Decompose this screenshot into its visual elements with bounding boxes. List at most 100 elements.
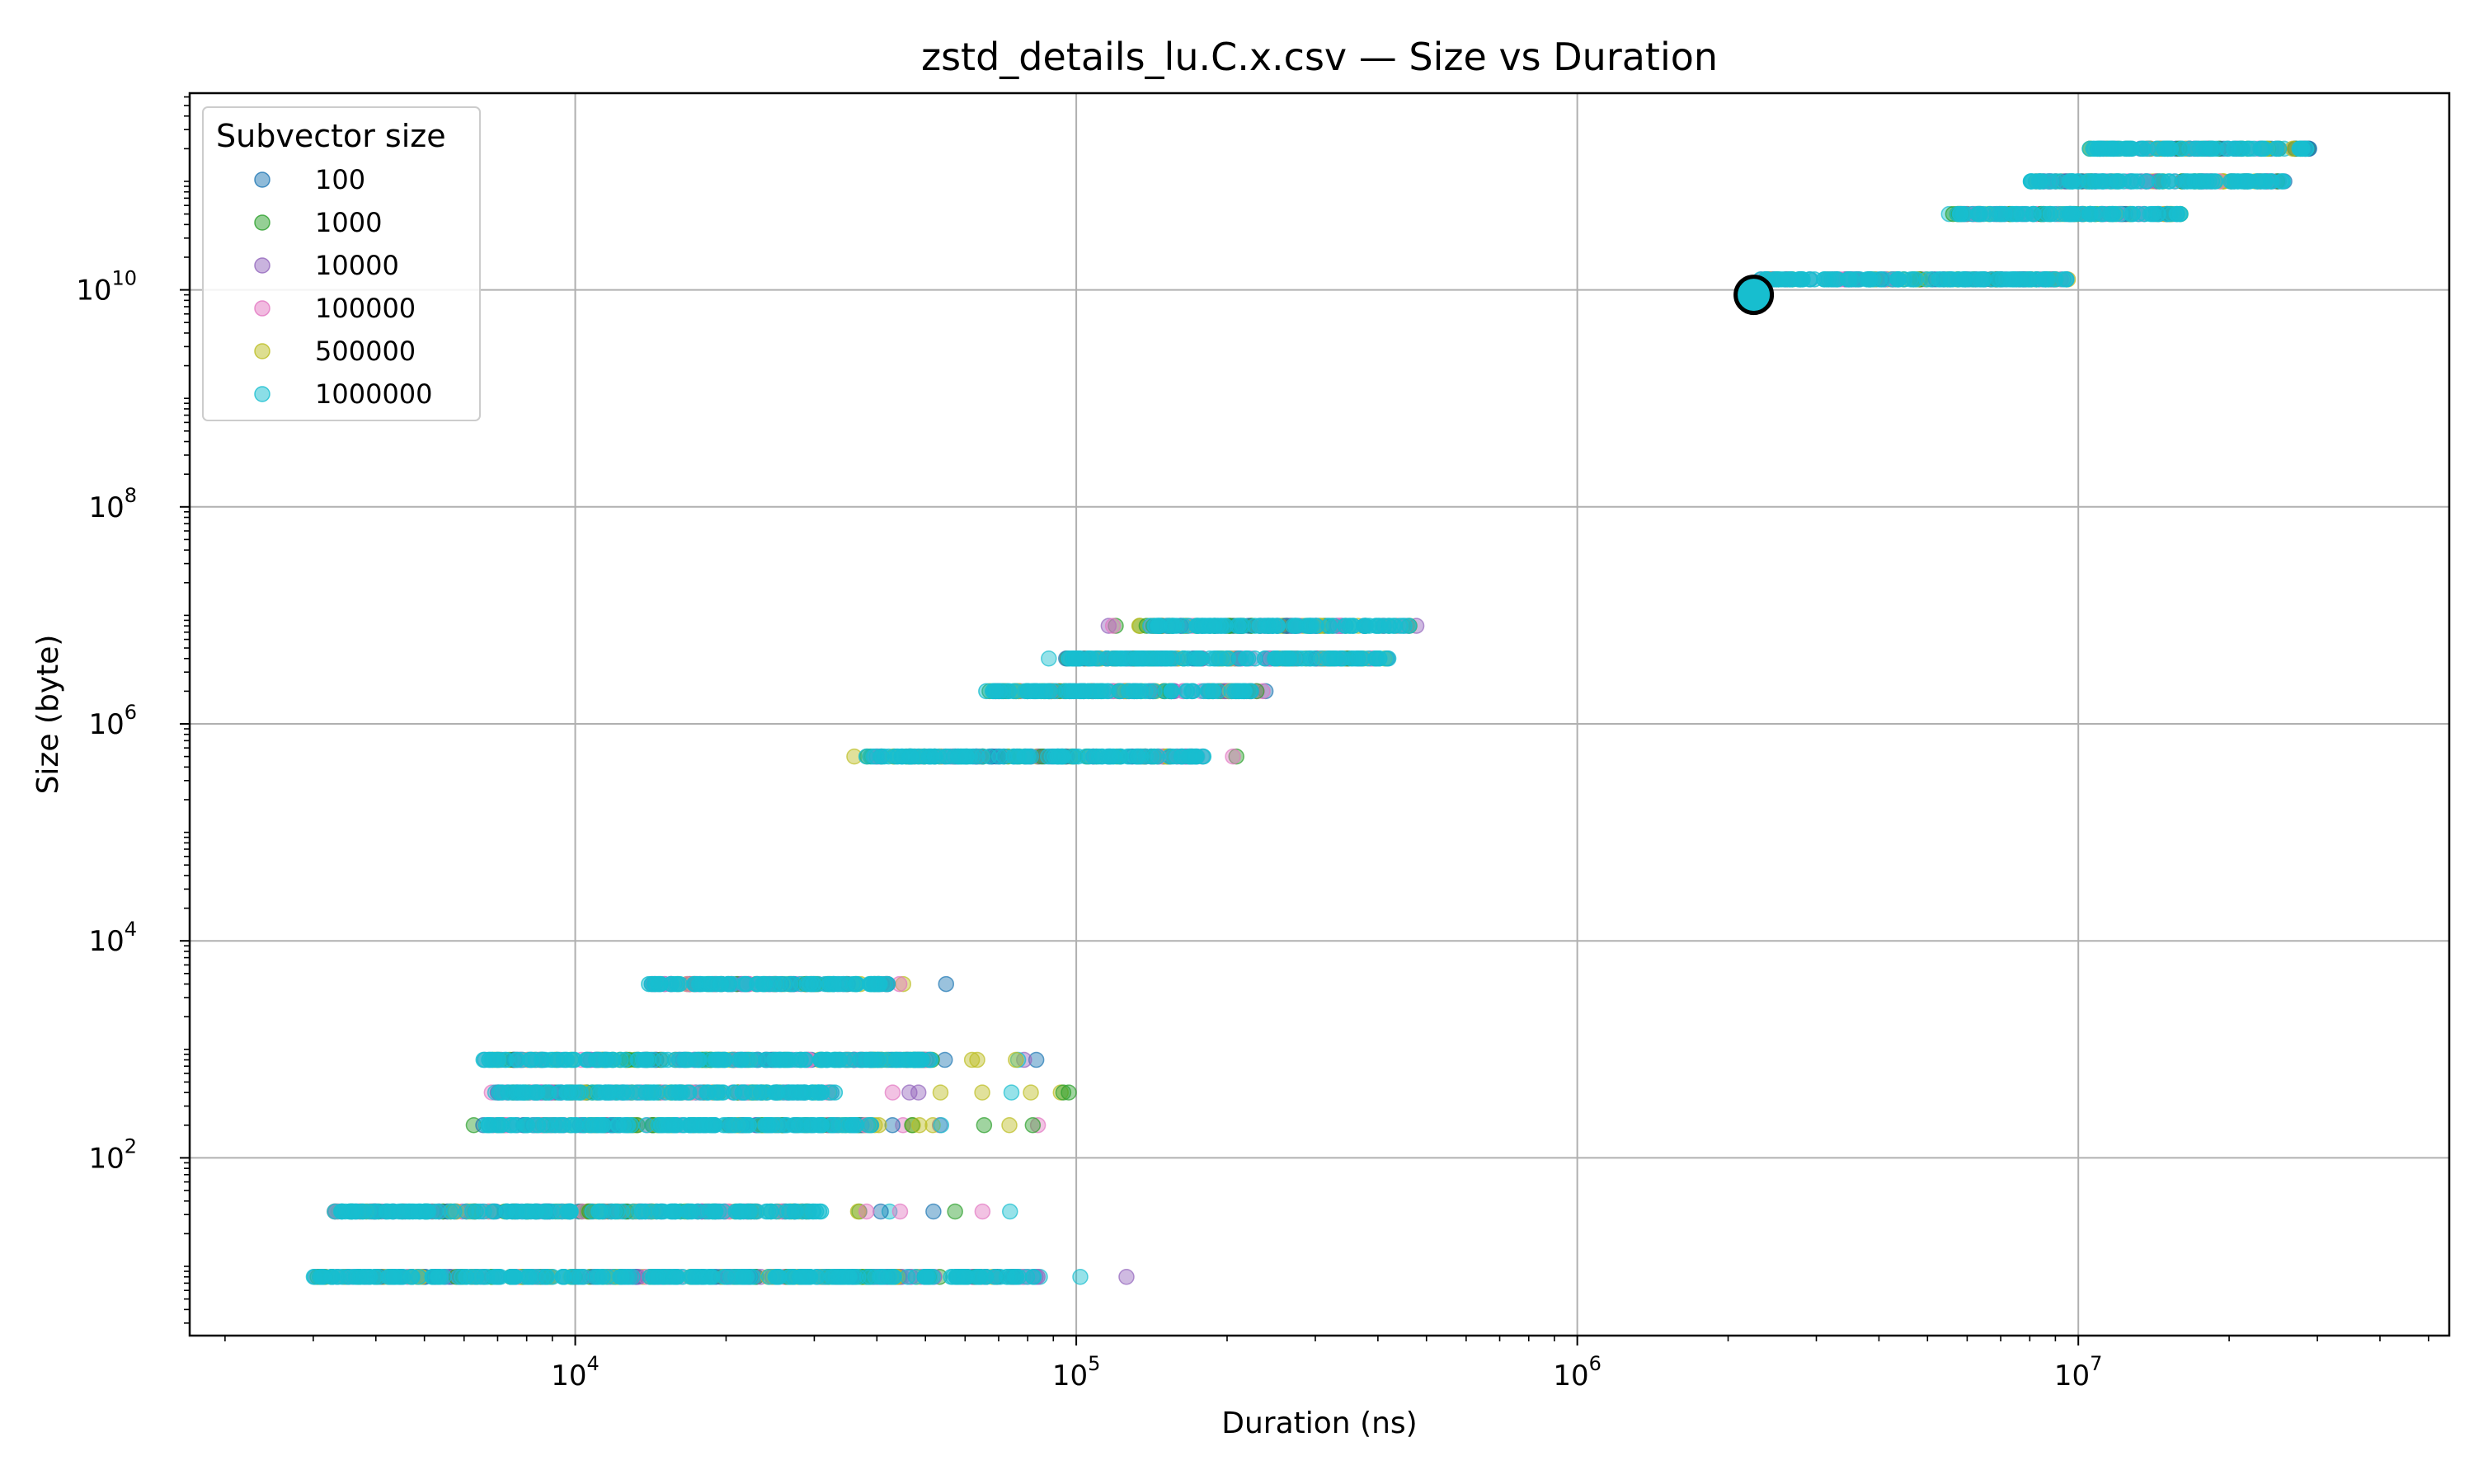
- scatter-point: [595, 1269, 611, 1285]
- y-tick-label-exponent: 8: [125, 484, 137, 507]
- scatter-point: [736, 975, 752, 993]
- scatter-point: [385, 1269, 402, 1285]
- scatter-point: [487, 1269, 505, 1285]
- y-tick-label-exponent: 2: [125, 1134, 137, 1158]
- scatter-point: [713, 1084, 730, 1101]
- scatter-point: [562, 1203, 579, 1220]
- scatter-point: [829, 975, 846, 993]
- scatter-point: [988, 683, 1004, 700]
- scatter-point: [793, 1269, 809, 1285]
- scatter-point: [1118, 1269, 1135, 1285]
- scatter-point: [1003, 1084, 1020, 1101]
- scatter-point: [1061, 1084, 1077, 1101]
- scatter-point: [1001, 1117, 1018, 1134]
- scatter-point: [872, 1269, 888, 1285]
- scatter-point: [699, 1084, 717, 1101]
- scatter-point: [976, 1117, 993, 1134]
- scatter-point: [1146, 683, 1163, 700]
- y-tick-label-base: 10: [88, 491, 124, 524]
- x-tick-label-exponent: 6: [1589, 1352, 1602, 1375]
- scatter-point: [1002, 1203, 1018, 1220]
- chart-title: zstd_details_lu.C.x.csv — Size vs Durati…: [921, 35, 1718, 79]
- scatter-point: [638, 1117, 655, 1134]
- scatter-point: [2047, 271, 2064, 288]
- scatter-point: [1334, 650, 1352, 667]
- x-tick-label-exponent: 7: [2090, 1352, 2102, 1375]
- scatter-point: [1896, 271, 1912, 288]
- x-tick-label-base: 10: [2054, 1360, 2090, 1392]
- scatter-point: [666, 1203, 682, 1220]
- scatter-point: [1129, 683, 1145, 700]
- scatter-point: [1231, 683, 1248, 700]
- scatter-point: [858, 1203, 875, 1220]
- scatter-point: [1343, 618, 1359, 634]
- scatter-point: [1065, 650, 1083, 667]
- scatter-point: [549, 1051, 567, 1068]
- scatter-point: [801, 975, 818, 993]
- scatter-point: [1269, 618, 1286, 634]
- scatter-point: [998, 1269, 1015, 1285]
- scatter-point: [722, 1269, 739, 1285]
- scatter-point: [663, 1084, 680, 1101]
- scatter-point: [1400, 618, 1418, 634]
- scatter-point: [1190, 650, 1206, 667]
- scatter-point: [707, 1203, 724, 1220]
- legend-label: 500000: [315, 336, 416, 367]
- scatter-point: [858, 1051, 874, 1068]
- scatter-point: [2013, 205, 2030, 223]
- scatter-point: [884, 1084, 901, 1101]
- scatter-point: [732, 1051, 750, 1068]
- legend-marker: [254, 257, 270, 274]
- scatter-point: [670, 975, 686, 993]
- scatter-point: [2117, 140, 2133, 157]
- scatter-point: [947, 1203, 963, 1220]
- scatter-point: [957, 748, 975, 765]
- scatter-point: [2181, 140, 2198, 157]
- scatter-point: [865, 748, 882, 765]
- scatter-point: [769, 1269, 787, 1285]
- grid-lines: [190, 93, 2449, 1336]
- scatter-point: [442, 1203, 459, 1220]
- scatter-point: [2263, 173, 2280, 190]
- legend-marker: [254, 214, 270, 231]
- scatter-point: [878, 1051, 896, 1068]
- scatter-point: [1075, 683, 1093, 700]
- scatter-point: [1131, 650, 1147, 667]
- scatter-point: [703, 1269, 721, 1285]
- scatter-point: [731, 1203, 747, 1220]
- scatter-point: [886, 1269, 902, 1285]
- scatter-point: [708, 975, 725, 993]
- highlight-point: [1733, 275, 1775, 316]
- x-tick-label-exponent: 5: [1088, 1352, 1100, 1375]
- scatter-point: [2092, 140, 2109, 157]
- scatter-point: [974, 1203, 991, 1220]
- legend-marker: [254, 300, 270, 317]
- scatter-point: [910, 1051, 927, 1068]
- scatter-point: [430, 1269, 447, 1285]
- scatter-point: [1225, 748, 1241, 765]
- scatter-point: [1041, 650, 1057, 667]
- data-points: [305, 140, 2317, 1285]
- scatter-point: [750, 1117, 767, 1134]
- scatter-point: [830, 1117, 847, 1134]
- scatter-point: [552, 1084, 569, 1101]
- scatter-point: [2292, 140, 2308, 157]
- scatter-point: [604, 1051, 621, 1068]
- y-tick-label-base: 10: [76, 275, 111, 308]
- scatter-point: [1008, 1051, 1024, 1068]
- scatter-point: [521, 1269, 539, 1285]
- scatter-point: [863, 975, 880, 993]
- scatter-point: [539, 1269, 555, 1285]
- scatter-point: [578, 1051, 595, 1068]
- scatter-point: [1349, 650, 1366, 667]
- scatter-point: [515, 1084, 532, 1101]
- scatter-point: [602, 1084, 619, 1101]
- y-axis-label: Size (byte): [31, 635, 65, 795]
- scatter-point: [1840, 271, 1856, 288]
- scatter-point: [2161, 173, 2178, 190]
- scatter-point: [925, 1203, 942, 1220]
- scatter-point: [1029, 1117, 1047, 1134]
- scatter-point: [1169, 618, 1185, 634]
- scatter-point: [704, 1117, 722, 1134]
